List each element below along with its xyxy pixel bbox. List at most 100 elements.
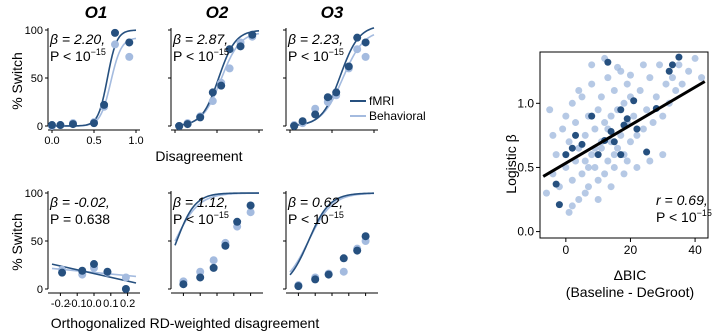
panel-3-point-fmri [103,267,112,276]
scatter-point-behavioral [597,93,605,101]
scatter-frame [539,51,709,239]
panel-1-point-behavioral [208,97,217,106]
panel-3-point-fmri [78,266,87,275]
panel-3-ytick-label: 0 [37,284,43,296]
scatter-point-behavioral [552,151,560,159]
scatter-point-behavioral [698,74,706,82]
scatter-point-behavioral [659,112,667,120]
panel-3-point-fmri [58,268,67,277]
panel-2-point-behavioral [353,45,362,54]
panel-1-point-fmri [217,81,226,90]
scatter-point-behavioral [568,176,576,184]
panel-5-stat-beta: β = 0.62, [287,194,343,210]
panel-3-xtick-label: 0.0 [86,298,101,310]
panel-0-stat-p: P < 10−15 [50,47,106,64]
scatter-point-behavioral [575,196,583,204]
panel-0-stat-p-exp: −15 [91,47,106,57]
panel-0-point-behavioral [111,40,119,49]
panel-1-point-behavioral [225,64,234,73]
panel-5-point-fmri [294,282,303,291]
scatter-point-behavioral [588,61,596,69]
scatter-stat-p-text: P < 10 [656,209,697,225]
scatter-point-behavioral [668,74,676,82]
panel-0-point-fmri [48,121,56,130]
panel-0-point-fmri [125,38,134,47]
scatter-point-behavioral [646,74,654,82]
panel-3-stat-p-text: P = 0.638 [50,211,110,227]
scatter-point-fmri [630,97,638,105]
scatter-point-fmri [562,151,570,159]
panel-3-ytick-label: 100 [25,188,43,200]
scatter-point-behavioral [581,189,589,197]
scatter-point-behavioral [639,125,647,133]
panel-4-fit-fmri [174,192,260,246]
scatter-stat-p-exp: −15 [697,208,712,218]
scatter-ylabel: Logistic β [503,134,519,193]
panel-5-stat-p-text: P < 10 [288,211,329,227]
panel-5-stat-p: P < 10−15 [288,210,344,227]
top-xlabel: Disagreement [155,148,242,164]
scatter-point-behavioral [614,63,622,71]
scatter-point-behavioral [672,86,680,94]
scatter-point-behavioral [691,54,699,62]
panel-0-stat-beta: β = 2.20, [49,31,105,47]
scatter-point-fmri [568,144,576,152]
panel-0-point-fmri [111,28,119,37]
title-o3: O3 [321,3,344,22]
scatter-point-behavioral [652,93,660,101]
scatter-stat-r: r = 0.69, [656,192,708,208]
scatter-point-behavioral [542,189,550,197]
panel-0-stat-p-text: P < 10 [50,48,91,64]
panel-4-stat-p-exp: −15 [214,210,229,220]
panel-4-stat-beta: β = 1.12, [172,194,228,210]
panel-0-xtick-label: 1.0 [128,135,143,147]
scatter-point-behavioral [646,157,654,165]
bottom-xlabel: Orthogonalized RD-weighted disagreement [51,315,320,331]
panel-4-stat-p-text: P < 10 [173,211,214,227]
panel-0-ytick-label: 50 [31,73,43,85]
scatter-point-fmri [617,151,625,159]
panel-2-point-fmri [298,117,307,126]
panel-4-stat-p: P < 10−15 [173,210,229,227]
panel-2-point-fmri [323,93,332,102]
panel-3-stat-p: P = 0.638 [50,211,110,227]
scatter-point-behavioral [588,151,596,159]
scatter-point-behavioral [601,119,609,127]
panel-4-point-behavioral [196,267,205,276]
scatter-point-fmri [588,112,596,120]
scatter-point-behavioral [575,86,583,94]
scatter-xtick-label: 40 [688,243,702,257]
scatter-point-behavioral [623,80,631,88]
scatter-point-behavioral [559,125,567,133]
scatter-point-behavioral [568,99,576,107]
scatter-point-behavioral [636,86,644,94]
scatter-point-behavioral [633,163,641,171]
scatter-point-behavioral [620,170,628,178]
scatter-point-behavioral [639,61,647,69]
scatter-point-fmri [643,148,651,156]
scatter-point-behavioral [565,208,573,216]
title-o2: O2 [206,3,229,22]
scatter-point-behavioral [562,112,570,120]
scatter-point-behavioral [614,144,622,152]
scatter-point-behavioral [685,67,693,75]
panel-3-point-fmri [90,260,98,269]
panel-3-xtick-label: 0.2 [120,298,135,310]
panel-0-point-behavioral [125,52,134,61]
scatter-point-behavioral [675,61,683,69]
panel-1-point-fmri [196,113,205,122]
panel-4-point-behavioral [246,208,255,217]
legend-behavioral-label: Behavioral [369,109,426,123]
scatter-point-fmri [552,180,560,188]
panel-2-point-fmri [353,33,362,42]
scatter-xlabel: ΔBIC [614,267,647,283]
scatter-point-behavioral [630,112,638,120]
panel-2-stat-beta: β = 2.23, [287,31,343,47]
scatter-point-behavioral [581,131,589,139]
panel-2-point-fmri [332,88,341,97]
panel-0-point-fmri [90,119,98,128]
scatter-point-fmri [623,115,631,123]
scatter-point-behavioral [546,106,554,114]
